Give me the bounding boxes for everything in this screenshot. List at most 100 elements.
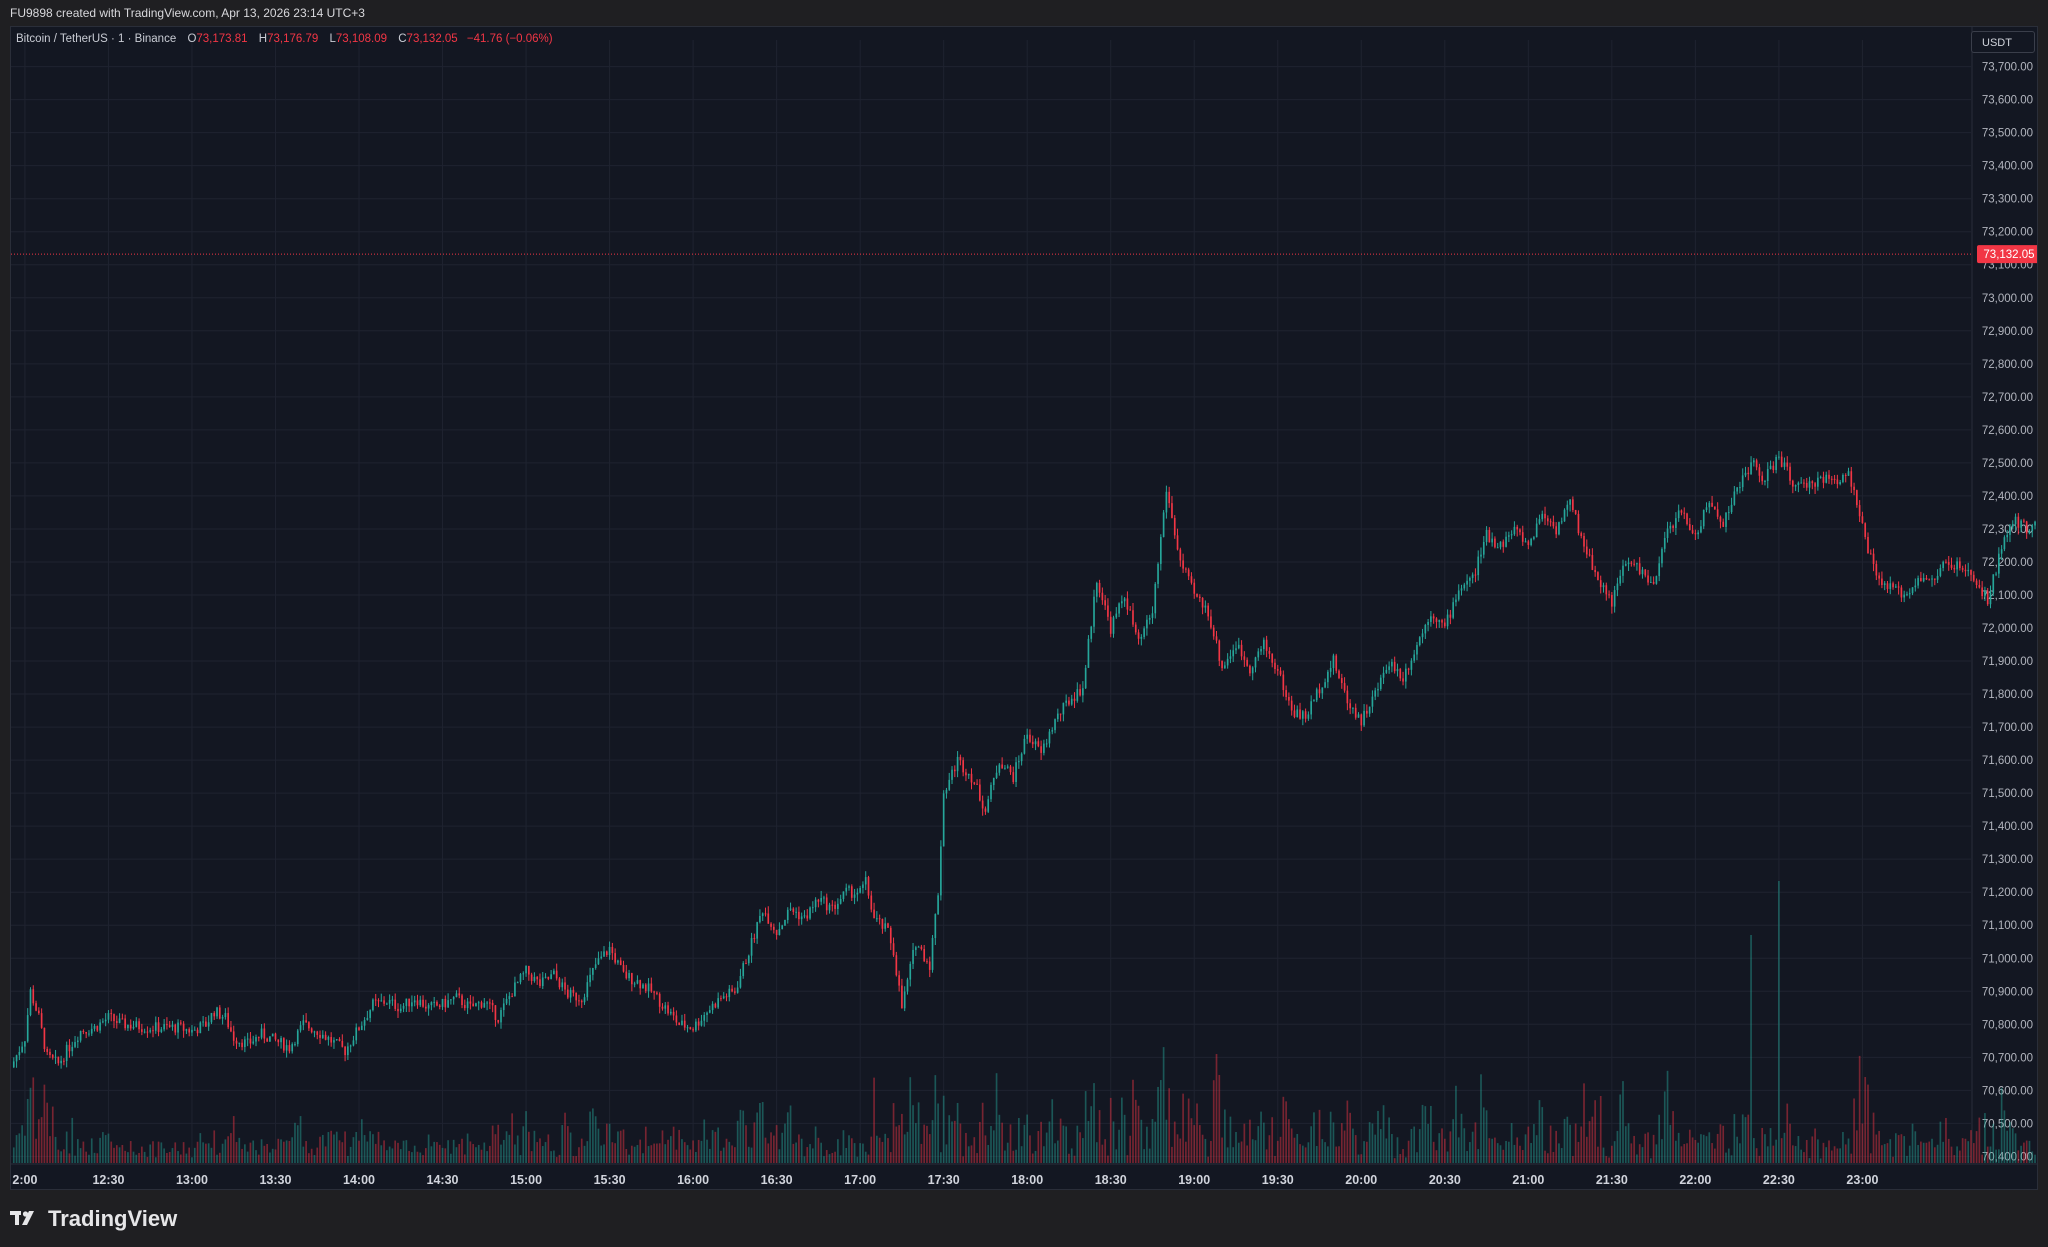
candle-body: [697, 1021, 700, 1026]
volume-bar: [1825, 1147, 1828, 1163]
volume-bar: [1313, 1112, 1315, 1163]
candle-body: [1864, 523, 1867, 537]
candle-body: [152, 1030, 154, 1032]
candle-body: [1335, 655, 1338, 671]
volume-bar: [230, 1133, 232, 1163]
volume-bar: [1527, 1126, 1530, 1163]
candle-body: [1961, 568, 1964, 570]
candle-body: [252, 1041, 255, 1044]
candle-body: [160, 1029, 163, 1032]
candle-body: [104, 1019, 107, 1022]
volume-bar: [1931, 1138, 1933, 1163]
candle-body: [18, 1051, 21, 1056]
volume-bar: [1549, 1125, 1552, 1163]
candle-body: [1847, 471, 1850, 476]
candle-body: [853, 894, 856, 898]
volume-bar: [1769, 1128, 1772, 1163]
candle-body: [1697, 532, 1699, 535]
volume-bar: [1299, 1144, 1301, 1163]
volume-bar: [731, 1145, 733, 1163]
candle-body: [722, 996, 725, 999]
candle-body: [528, 965, 530, 975]
candle-body: [1084, 667, 1087, 689]
candle-body: [1051, 730, 1054, 732]
volume-bar: [1764, 1134, 1766, 1163]
volume-bar: [1608, 1157, 1610, 1163]
volume-bar: [1741, 1114, 1744, 1163]
candle-body: [1510, 534, 1513, 536]
currency-button[interactable]: USDT: [1971, 31, 2035, 53]
candle-body: [1533, 537, 1535, 539]
chart-area[interactable]: 73,700.00 73,600.00 73,500.00 73,400.00 73,3…: [10, 26, 2038, 1190]
candle-body: [525, 965, 527, 974]
candle-body: [580, 1000, 583, 1003]
volume-bar: [1043, 1146, 1045, 1163]
volume-bar: [842, 1130, 845, 1163]
volume-bar: [1187, 1098, 1190, 1163]
candle-body: [1031, 741, 1034, 745]
candle-body: [583, 997, 586, 1003]
volume-bar: [2017, 1150, 2020, 1163]
candle-body: [2014, 516, 2017, 525]
time-tick-label: 19:30: [1262, 1173, 1294, 1187]
volume-bar: [583, 1145, 586, 1163]
price-chart[interactable]: 73,700.0073,600.0073,500.0073,400.0073,3…: [11, 27, 2037, 1189]
volume-bar: [1730, 1155, 1733, 1163]
candle-body: [1327, 671, 1329, 683]
volume-bar: [1869, 1153, 1872, 1163]
volume-bar: [1903, 1136, 1906, 1163]
price-tick-label: 70,700.00: [1982, 1052, 2033, 1064]
volume-bar: [692, 1140, 694, 1163]
volume-bar: [541, 1146, 544, 1163]
volume-bar: [553, 1150, 555, 1163]
volume-bar: [594, 1116, 597, 1163]
candle-body: [2003, 537, 2006, 550]
volume-bar: [1886, 1143, 1889, 1163]
volume-bar: [539, 1138, 541, 1163]
candle-body: [536, 976, 539, 980]
tradingview-logo[interactable]: TradingView: [10, 1204, 177, 1234]
candle-body: [280, 1038, 282, 1043]
candle-body: [1744, 472, 1747, 476]
candle-body: [444, 998, 447, 1008]
candle-body: [141, 1029, 143, 1032]
volume-bar: [708, 1148, 711, 1163]
volume-bar: [1056, 1140, 1059, 1163]
candle-body: [163, 1024, 165, 1030]
candle-body: [277, 1039, 280, 1043]
volume-bar: [327, 1132, 330, 1163]
volume-bar: [614, 1143, 616, 1163]
candle-body: [29, 989, 32, 1016]
volume-bar: [1867, 1084, 1869, 1163]
volume-bar: [742, 1110, 745, 1163]
volume-bar: [625, 1148, 628, 1163]
volume-bar: [74, 1155, 76, 1163]
volume-bar: [461, 1138, 463, 1163]
candle-body: [1716, 509, 1719, 517]
volume-bar: [1137, 1105, 1140, 1163]
volume-bar: [1413, 1126, 1416, 1163]
candle-body: [778, 929, 781, 936]
candle-body: [1858, 505, 1861, 517]
candle-body: [283, 1038, 285, 1051]
volume-bar: [63, 1149, 65, 1163]
volume-bar: [1572, 1156, 1574, 1163]
volume-bar: [1700, 1134, 1702, 1163]
volume-bar: [508, 1134, 511, 1163]
volume-bar: [274, 1149, 277, 1163]
volume-bar: [1218, 1074, 1221, 1163]
candle-body: [1015, 762, 1017, 783]
volume-bar: [405, 1140, 408, 1163]
volume-bar: [96, 1153, 99, 1163]
candle-body: [728, 988, 731, 998]
candle-body: [1850, 471, 1853, 487]
volume-bar: [1499, 1145, 1502, 1163]
candle-body: [24, 1041, 26, 1047]
volume-bar: [1374, 1134, 1377, 1163]
candle-body: [1560, 521, 1563, 523]
symbol-name[interactable]: Bitcoin / TetherUS · 1 · Binance: [16, 33, 177, 45]
candle-body: [1939, 568, 1942, 576]
candle-body: [1833, 478, 1836, 480]
candle-body: [358, 1027, 360, 1031]
volume-bar: [341, 1142, 344, 1163]
